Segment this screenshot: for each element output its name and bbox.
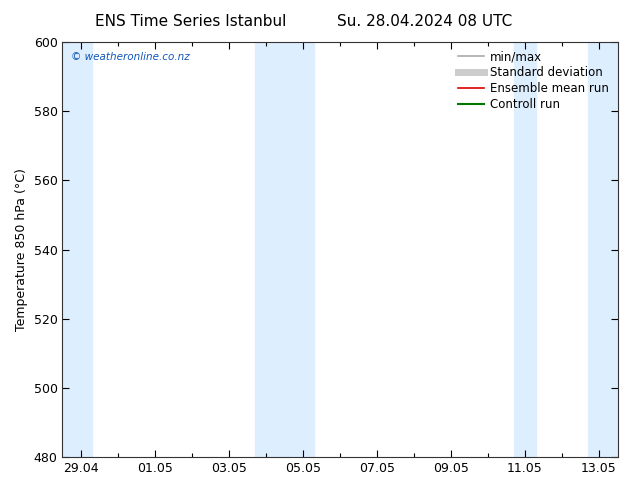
Bar — [255, 42, 314, 457]
Text: ENS Time Series Istanbul: ENS Time Series Istanbul — [94, 14, 286, 29]
Bar — [588, 42, 618, 457]
Bar — [514, 42, 536, 457]
Text: Su. 28.04.2024 08 UTC: Su. 28.04.2024 08 UTC — [337, 14, 512, 29]
Legend: min/max, Standard deviation, Ensemble mean run, Controll run: min/max, Standard deviation, Ensemble me… — [456, 48, 612, 114]
Y-axis label: Temperature 850 hPa (°C): Temperature 850 hPa (°C) — [15, 168, 28, 331]
Bar — [62, 42, 92, 457]
Text: © weatheronline.co.nz: © weatheronline.co.nz — [71, 52, 190, 62]
